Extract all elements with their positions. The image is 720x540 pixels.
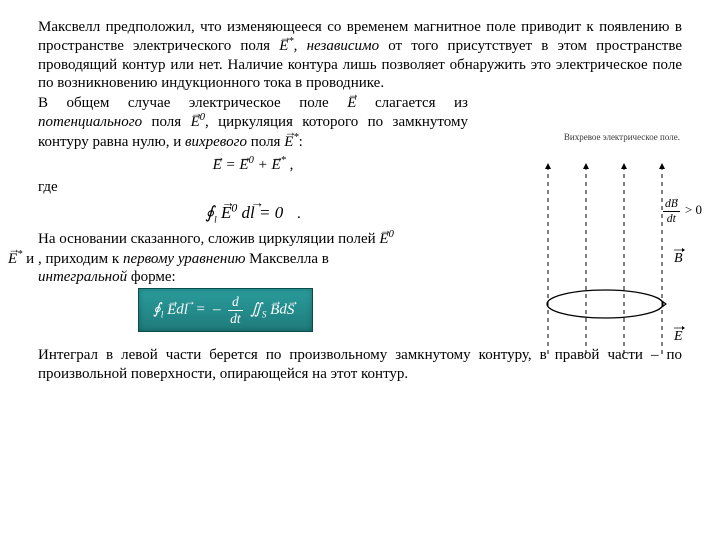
derivative-label: dB dt > 0 [663, 198, 702, 225]
sym-Estar2: E* [284, 134, 298, 150]
svg-text:E: E [673, 329, 683, 344]
sym-E0-b: E0 [379, 231, 393, 247]
p2h: : [299, 134, 303, 150]
p1b: , [294, 38, 307, 54]
sym-Estar-b: E* [8, 251, 22, 267]
p3f: форме: [127, 269, 176, 285]
sym-E0-inline: E0 [191, 114, 205, 130]
p2b: слагается из [356, 95, 468, 111]
figure-caption: Вихревое электрическое поле. [564, 132, 680, 142]
p2f: вихревого [185, 134, 247, 150]
sym-Estar-inline: E* [279, 38, 293, 54]
p1c: независимо [307, 38, 380, 54]
p3b: и , приходим к [22, 251, 123, 267]
p2c: потенциального [38, 114, 142, 130]
paragraph-1: Максвелл предположил, что изменяющееся с… [38, 18, 682, 92]
svg-text:B: B [674, 251, 683, 266]
p3d: Максвелла в [245, 251, 328, 267]
equation-2: ∮l E0 dl = 0 . [38, 200, 468, 225]
p3a: На основании сказанного, сложив циркуляц… [38, 231, 379, 247]
p3c: первому уравнению [123, 251, 245, 267]
field-diagram: B E dB dt > 0 [528, 154, 698, 384]
paragraph-2: В общем случае электрическое поле E слаг… [38, 94, 468, 151]
p2d: поля [142, 114, 190, 130]
equation-1: E = E0 + E* , [38, 155, 468, 174]
p3e: интегральной [38, 269, 127, 285]
paragraph-3: На основании сказанного, сложив циркуляц… [38, 229, 468, 286]
p2g: поля [247, 134, 284, 150]
sym-E-inline: E [347, 95, 356, 111]
